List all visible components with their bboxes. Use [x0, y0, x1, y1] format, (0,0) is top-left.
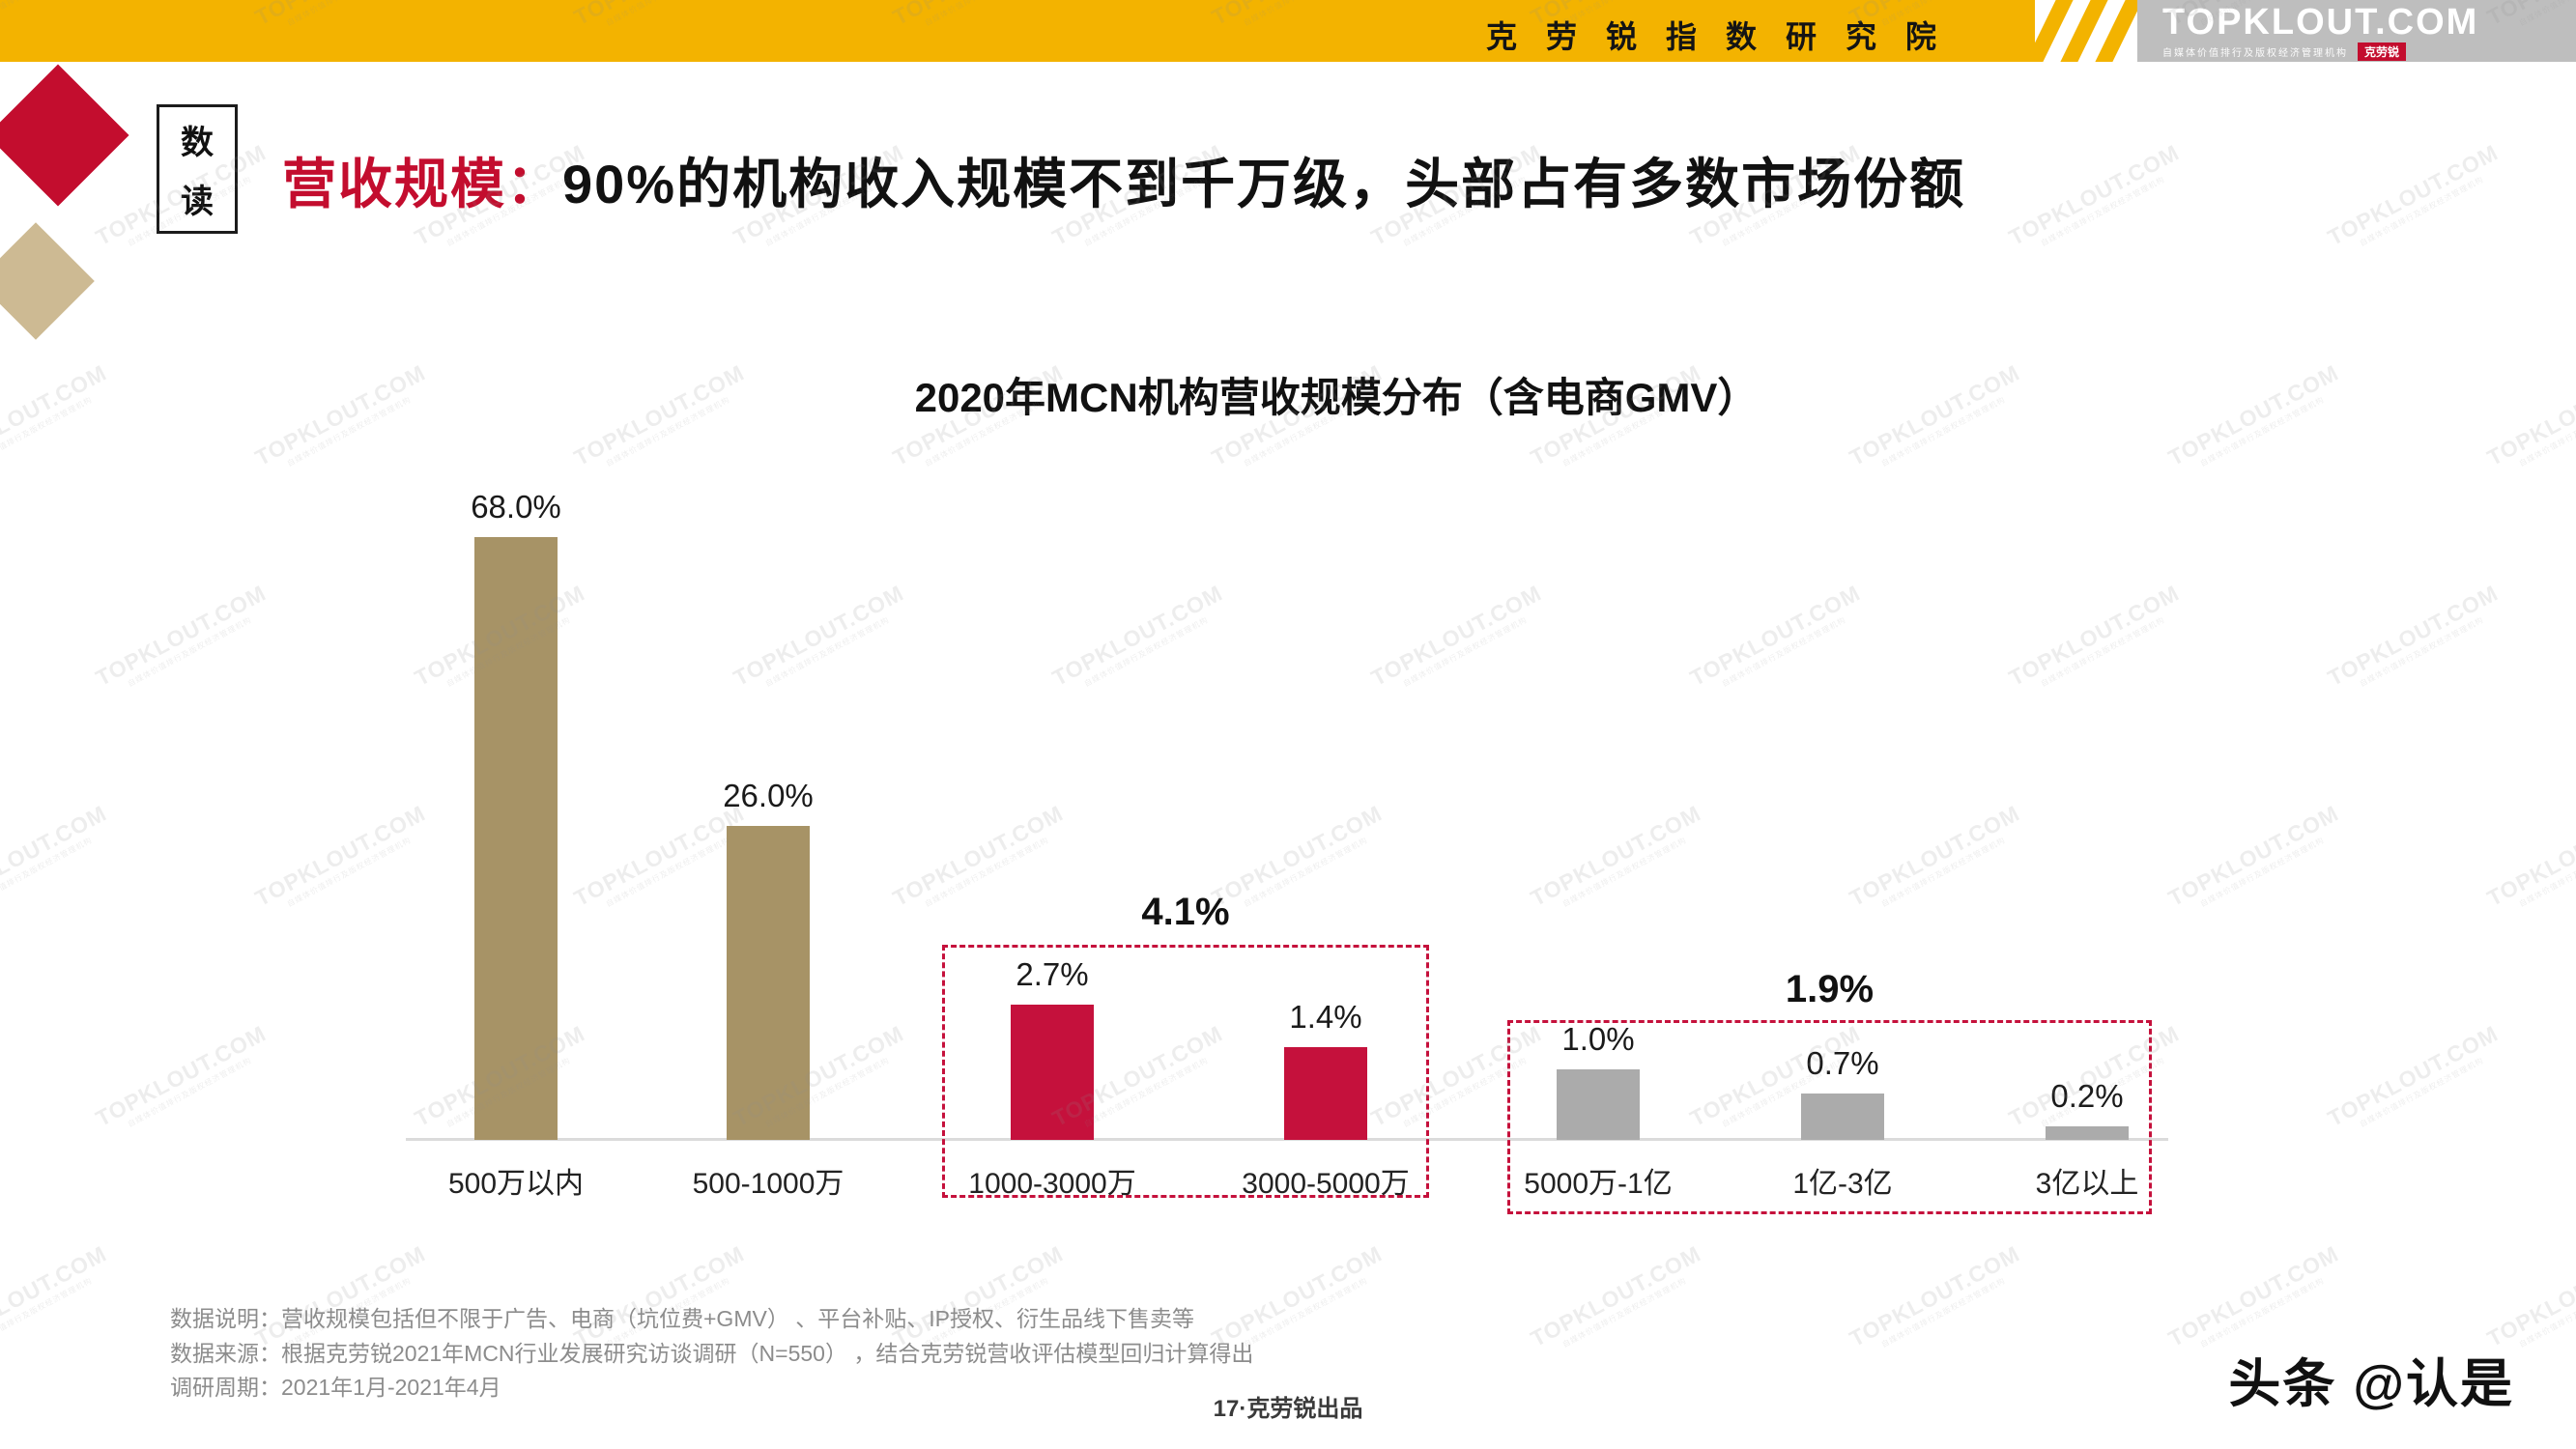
- bar: [1284, 1047, 1367, 1140]
- bar: [1557, 1069, 1640, 1140]
- shudu-badge: 数 读: [157, 104, 238, 234]
- bar-category-label: 500万以内: [447, 1168, 585, 1200]
- bar: [727, 826, 810, 1140]
- footnotes: 数据说明：营收规模包括但不限于广告、电商（坑位费+GMV） 、平台补贴、IP授权…: [170, 1302, 1253, 1406]
- bar: [474, 537, 558, 1140]
- bar-value-label: 0.2%: [2050, 1078, 2124, 1114]
- bar: [2046, 1126, 2129, 1140]
- brand-tag: 克劳锐: [2358, 43, 2407, 61]
- bar: [1011, 1005, 1094, 1140]
- brand-tagline: 自媒体价值排行及版权经济管理机构: [2162, 48, 2348, 59]
- footnote-line: 数据说明：营收规模包括但不限于广告、电商（坑位费+GMV） 、平台补贴、IP授权…: [170, 1306, 1194, 1331]
- footnote-line: 调研周期：2021年1月-2021年4月: [170, 1375, 501, 1401]
- badge-char-bottom: 读: [181, 184, 214, 220]
- group-total-label: 4.1%: [1141, 891, 1230, 933]
- institute-title: 克劳锐指数研究院: [1485, 19, 1965, 54]
- bar-category-label: 1000-3000万: [968, 1168, 1136, 1200]
- brand-block: TOPKLOUT.COM 自媒体价值排行及版权经济管理机构 克劳锐: [2137, 0, 2576, 62]
- bar-value-label: 26.0%: [723, 778, 814, 813]
- bar-value-label: 2.7%: [1016, 956, 1089, 992]
- page-credit: 17·克劳锐出品: [1213, 1396, 1363, 1422]
- brand-subline: 自媒体价值排行及版权经济管理机构 克劳锐: [2162, 43, 2576, 61]
- bar-value-label: 1.0%: [1561, 1021, 1635, 1057]
- bar-category-label: 5000万-1亿: [1524, 1168, 1673, 1200]
- toutiao-watermark: 头条 @认是: [2228, 1355, 2514, 1413]
- bar-value-label: 0.7%: [1806, 1045, 1879, 1081]
- top-bar: 克劳锐指数研究院 TOPKLOUT.COM 自媒体价值排行及版权经济管理机构 克…: [0, 0, 2576, 62]
- group-highlight-box: [1507, 1020, 2152, 1214]
- page-title: 营收规模：90%的机构收入规模不到千万级，头部占有多数市场份额: [282, 141, 1965, 219]
- top-bar-yellow-strip: 克劳锐指数研究院: [0, 0, 2035, 62]
- bar-category-label: 3000-5000万: [1242, 1168, 1410, 1200]
- brand-logo: TOPKLOUT.COM: [2162, 2, 2479, 43]
- badge-char-top: 数: [181, 125, 214, 161]
- bar: [1801, 1094, 1884, 1140]
- page-title-rest: 90%的机构收入规模不到千万级，头部占有多数市场份额: [562, 154, 1966, 214]
- page-title-highlight: 营收规模：: [282, 154, 562, 214]
- bar-category-label: 1亿-3亿: [1792, 1168, 1893, 1200]
- bar-category-label: 500-1000万: [692, 1168, 844, 1200]
- group-highlight-box: [942, 945, 1429, 1198]
- bar-category-label: 3亿以上: [2035, 1168, 2139, 1200]
- bar-value-label: 1.4%: [1289, 999, 1362, 1035]
- chart-title: 2020年MCN机构营收规模分布（含电商GMV）: [914, 375, 1759, 420]
- bar-value-label: 68.0%: [471, 489, 561, 525]
- group-total-label: 1.9%: [1785, 968, 1875, 1010]
- footnote-line: 数据来源：根据克劳锐2021年MCN行业发展研究访谈调研（N=550） ，结合克…: [170, 1340, 1254, 1366]
